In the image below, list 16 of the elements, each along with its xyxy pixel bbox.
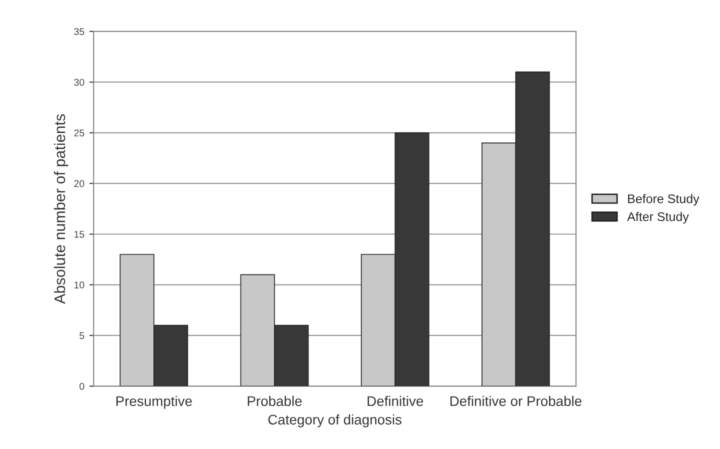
x-tick-label: Presumptive xyxy=(116,396,192,409)
legend-label: Before Study xyxy=(628,194,700,206)
x-tick-label: Definitive xyxy=(368,396,424,406)
y-tick-label: 30 xyxy=(74,78,84,86)
y-tick-label: 0 xyxy=(80,382,84,390)
x-tick-label: Probable xyxy=(248,396,302,406)
legend-label: After Study xyxy=(627,212,689,224)
y-tick-label: 10 xyxy=(74,282,84,288)
y-tick-label: 15 xyxy=(74,230,84,238)
y-tick-label: 25 xyxy=(74,130,84,136)
y-axis-title: Absolute number of patients xyxy=(54,114,68,304)
x-tick-label: Definitive or Probable xyxy=(450,396,582,406)
y-tick-label: 5 xyxy=(80,332,84,340)
x-axis-title: Category of diagnosis xyxy=(268,414,402,428)
y-tick-label: 20 xyxy=(74,180,84,188)
y-tick-label: 35 xyxy=(74,28,84,36)
